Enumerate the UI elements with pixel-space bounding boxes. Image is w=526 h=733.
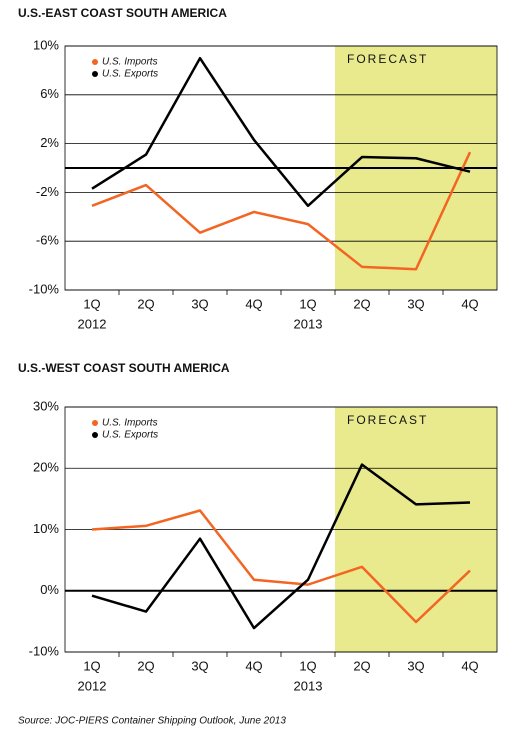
series-line [91, 151, 472, 271]
legend-label: U.S. Exports [102, 69, 158, 80]
x-tick-label: 2Q [353, 296, 370, 311]
y-tick-label: 20% [33, 460, 59, 475]
y-tick-label: -10% [29, 281, 60, 296]
x-year-label: 2013 [294, 678, 323, 693]
legend-marker [92, 59, 98, 65]
x-tick-label: 1Q [299, 658, 316, 673]
x-tick-label: 3Q [407, 658, 424, 673]
chart-title: U.S.-EAST COAST SOUTH AMERICA [18, 6, 227, 20]
forecast-label: FORECAST [347, 52, 428, 66]
legend-label: U.S. Imports [102, 418, 158, 429]
x-tick-label: 4Q [245, 296, 262, 311]
legend-marker [92, 71, 98, 77]
x-year-label: 2012 [78, 316, 107, 331]
series-line [91, 509, 471, 624]
y-tick-label: 30% [33, 398, 59, 413]
x-tick-label: 3Q [407, 296, 424, 311]
x-tick-label: 1Q [83, 658, 100, 673]
source: Source: JOC-PIERS Container Shipping Out… [18, 716, 286, 727]
y-tick-label: 6% [40, 86, 59, 101]
x-tick-label: 1Q [83, 296, 100, 311]
x-year-label: 2012 [78, 678, 107, 693]
x-tick-label: 2Q [137, 658, 154, 673]
y-tick-label: -2% [36, 184, 60, 199]
y-tick-label: 0% [40, 582, 59, 597]
legend-marker [92, 420, 98, 426]
legend-label: U.S. Imports [102, 57, 158, 68]
y-tick-label: 10% [33, 37, 59, 52]
x-tick-label: 1Q [299, 296, 316, 311]
series-line [91, 56, 471, 208]
x-tick-label: 4Q [461, 658, 478, 673]
x-tick-label: 3Q [191, 658, 208, 673]
chart: U.S.-WEST COAST SOUTH AMERICA FORECAST 30%… [18, 361, 498, 693]
x-tick-label: 2Q [353, 658, 370, 673]
x-tick-label: 3Q [191, 296, 208, 311]
legend-label: U.S. Exports [102, 430, 158, 441]
y-tick-label: 2% [40, 135, 59, 150]
y-tick-label: -10% [29, 643, 60, 658]
y-tick-label: -6% [36, 233, 60, 248]
x-tick-label: 4Q [245, 658, 262, 673]
chart: U.S.-EAST COAST SOUTH AMERICA FORECAST 10%… [18, 6, 498, 331]
x-tick-label: 2Q [137, 296, 154, 311]
x-year-label: 2013 [294, 316, 323, 331]
legend-marker [92, 432, 98, 438]
series-line [91, 463, 471, 630]
chart-title: U.S.-WEST COAST SOUTH AMERICA [18, 361, 230, 375]
forecast-label: FORECAST [347, 413, 428, 427]
y-tick-label: 10% [33, 521, 59, 536]
x-tick-label: 4Q [461, 296, 478, 311]
